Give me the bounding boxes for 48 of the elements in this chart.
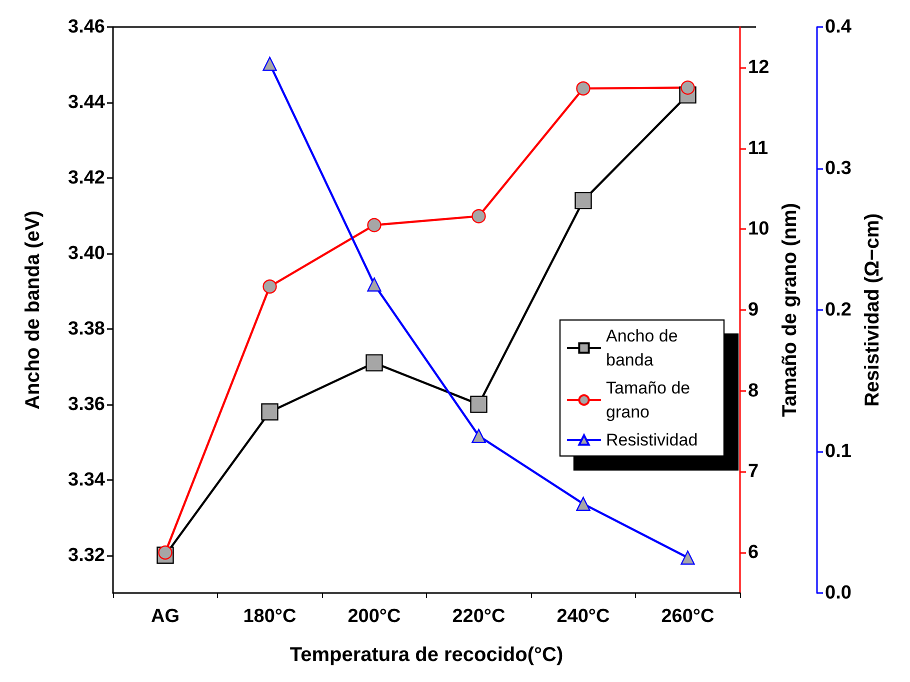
x-tick-label: 220°C [452, 606, 506, 627]
point [680, 80, 695, 95]
point [680, 550, 695, 565]
legend-label: Resistividad [606, 430, 698, 450]
y-axis-title: Ancho de banda (eV) [22, 210, 44, 410]
y2-tick-label: 12 [748, 56, 770, 78]
y-tick-label: 3.38 [68, 318, 105, 340]
y-tick-label: 3.34 [68, 469, 106, 490]
point [262, 279, 277, 294]
x-axis-title: Temperatura de recocido(°C) [290, 644, 564, 666]
point [472, 428, 486, 444]
y3-tick-label: 0.0 [825, 582, 852, 604]
point [574, 192, 592, 210]
x-tick-label: 240°C [556, 606, 610, 627]
y3-tick-label: 0.1 [825, 441, 852, 462]
y-tick-label: 3.40 [68, 242, 105, 264]
y-tick-label: 3.42 [68, 167, 105, 188]
x-tick-label: AG [151, 606, 180, 627]
y2-tick-label: 6 [748, 542, 759, 564]
point [472, 209, 486, 224]
y-tick-label: 3.44 [68, 92, 106, 113]
point [158, 545, 172, 560]
y3-tick-label: 0.2 [825, 300, 852, 320]
point [470, 396, 488, 413]
legend-label: Ancho de banda [606, 326, 683, 370]
y2-tick-label: 8 [748, 380, 759, 402]
x-tick-label: 200°C [348, 606, 402, 627]
point [367, 218, 382, 232]
point [576, 81, 590, 96]
y2-tick-label: 10 [748, 218, 770, 240]
point [367, 277, 382, 292]
y2-axis-title: Tamaño de grano (nm) [779, 202, 802, 418]
x-tick-label: 180°C [243, 606, 297, 627]
x-tick-label: 260°C [661, 606, 715, 627]
y3-tick-label: 0.3 [825, 158, 852, 179]
y2-tick-label: 11 [748, 138, 769, 159]
y-tick-label: 3.36 [68, 394, 105, 415]
point [261, 403, 278, 420]
point [576, 496, 590, 511]
y-tick-label: 3.32 [68, 544, 105, 566]
point [366, 354, 383, 372]
point [262, 56, 277, 71]
y2-tick-label: 9 [748, 300, 759, 320]
legend-label: Tamaño de grano [606, 378, 695, 422]
y2-tick-label: 7 [748, 461, 759, 482]
y-tick-label: 3.46 [68, 16, 105, 38]
y3-tick-label: 0.4 [825, 16, 852, 38]
y3-axis-title: Resistividad (Ω−cm) [861, 213, 884, 407]
